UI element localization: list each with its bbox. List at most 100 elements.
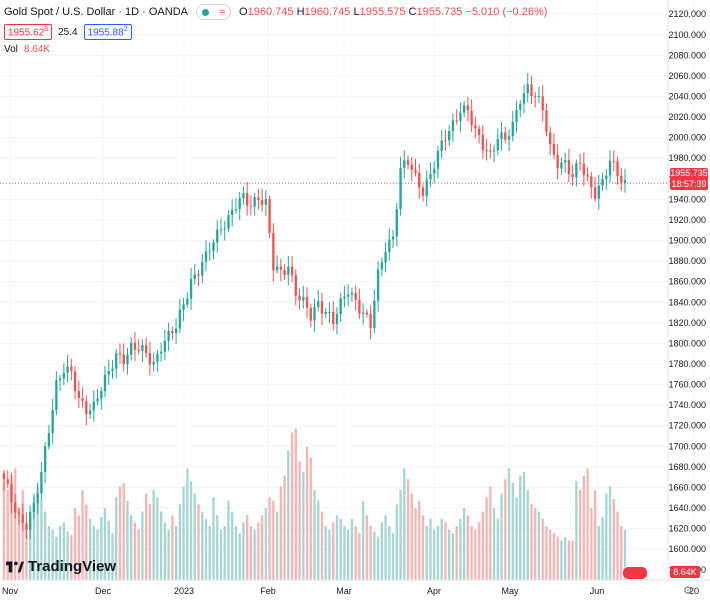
candle-body — [103, 374, 107, 392]
candle-body — [14, 502, 17, 513]
volume-legend: Vol 8.64K — [4, 44, 50, 55]
close-value: 1955.735 — [416, 6, 463, 18]
volume-bar — [223, 526, 226, 580]
time-tick-label: Apr — [427, 586, 441, 596]
volume-bar — [545, 526, 548, 580]
volume-bar — [593, 490, 597, 580]
volume-bar — [563, 536, 567, 580]
volume-bar — [376, 536, 380, 580]
candle-body — [287, 266, 290, 275]
volume-bar — [294, 428, 297, 580]
candle-body — [373, 300, 376, 329]
bid-price: 1955.62 — [8, 27, 45, 39]
low-label: L — [353, 6, 360, 18]
volume-bar — [6, 490, 9, 580]
candle-body — [361, 312, 365, 314]
volume-bar — [204, 518, 208, 580]
price-tick-label: 1720.000 — [668, 421, 706, 431]
candle-body — [317, 301, 320, 307]
market-status-chip[interactable]: ≈ — [196, 4, 232, 20]
time-tick-label: Jun — [590, 586, 605, 596]
volume-bar — [118, 486, 122, 580]
candle-body — [25, 523, 28, 530]
candle-body — [328, 311, 331, 313]
volume-bar — [178, 504, 181, 580]
volume-bar — [612, 499, 615, 580]
candle-body — [152, 361, 155, 365]
candle-body — [216, 229, 219, 243]
volume-bar — [231, 511, 234, 580]
candle-body — [601, 179, 604, 186]
volume-bar — [317, 500, 320, 580]
volume-bar — [309, 457, 312, 580]
candle-body — [489, 150, 492, 152]
price-axis[interactable]: 2120.000 2100.000 2080.000 2060.000 2040.000… — [668, 9, 706, 575]
volume-bar — [279, 486, 282, 580]
volume-bar — [582, 475, 586, 580]
candle-body — [219, 229, 223, 231]
volume-bar — [347, 529, 350, 580]
price-tick-label: 1920.000 — [668, 215, 706, 225]
volume-bar — [253, 529, 256, 580]
settings-gear-icon[interactable]: ⚙ — [683, 585, 693, 597]
volume-bar — [481, 511, 485, 580]
time-axis[interactable]: Nov Dec 2023 Feb Mar Apr May Jun 20 — [2, 586, 699, 596]
candle-body — [66, 366, 69, 373]
volume-bar — [549, 529, 552, 580]
brand-name: TradingView — [28, 558, 117, 575]
sell-box[interactable]: 1955.628 — [4, 24, 53, 41]
events-flag-icon[interactable] — [622, 566, 648, 580]
volume-bar — [85, 504, 88, 580]
price-candles — [2, 72, 627, 540]
candle-body — [249, 205, 253, 207]
tradingview-logo[interactable]: TradingView — [6, 558, 116, 575]
price-tick-label: 1600.000 — [668, 544, 706, 554]
candle-body — [115, 353, 118, 369]
candle-body — [231, 209, 234, 216]
candle-body — [156, 353, 159, 362]
volume-bar — [530, 504, 533, 580]
volume-bar — [186, 468, 189, 580]
symbol-title[interactable]: Gold Spot / U.S. Dollar · 1D · OANDA — [4, 6, 188, 18]
candle-body — [275, 266, 279, 271]
candle-body — [141, 345, 144, 351]
candle-body — [376, 269, 380, 301]
candle-body — [388, 239, 391, 252]
volume-bar — [36, 486, 39, 580]
volume-bar — [537, 511, 541, 580]
buy-box[interactable]: 1955.882 — [83, 24, 132, 41]
volume-bar — [586, 468, 589, 580]
candle-body — [522, 93, 526, 104]
candle-body — [144, 345, 148, 354]
candle-body — [70, 366, 73, 372]
volume-bar — [560, 540, 563, 580]
low-value: 1955.575 — [359, 6, 406, 18]
candle-body — [339, 298, 342, 315]
price-tick-label: 2100.000 — [668, 30, 706, 40]
volume-bar — [620, 526, 623, 580]
candle-body — [395, 209, 398, 237]
candle-body — [444, 140, 447, 142]
price-tick-label: 2000.000 — [668, 133, 706, 143]
candle-body — [189, 278, 193, 299]
candle-body — [272, 232, 275, 271]
candle-body — [549, 132, 552, 145]
volume-bar — [361, 500, 365, 580]
volume-bar — [96, 529, 99, 580]
volume-bar — [354, 526, 357, 580]
volume-bar — [429, 518, 432, 580]
volume-bar — [103, 508, 107, 580]
volume-bar — [335, 515, 339, 580]
price-tick-label: 1820.000 — [668, 318, 706, 328]
candle-body — [298, 295, 301, 301]
candle-body — [148, 353, 152, 365]
time-tick-label: Dec — [95, 586, 112, 596]
volume-bar — [511, 482, 514, 580]
volume-bar — [287, 450, 290, 580]
candle-body — [223, 228, 226, 230]
volume-bar — [466, 515, 470, 580]
volume-bar — [66, 531, 69, 580]
price-tick-label: 1680.000 — [668, 462, 706, 472]
candle-body — [571, 174, 574, 178]
